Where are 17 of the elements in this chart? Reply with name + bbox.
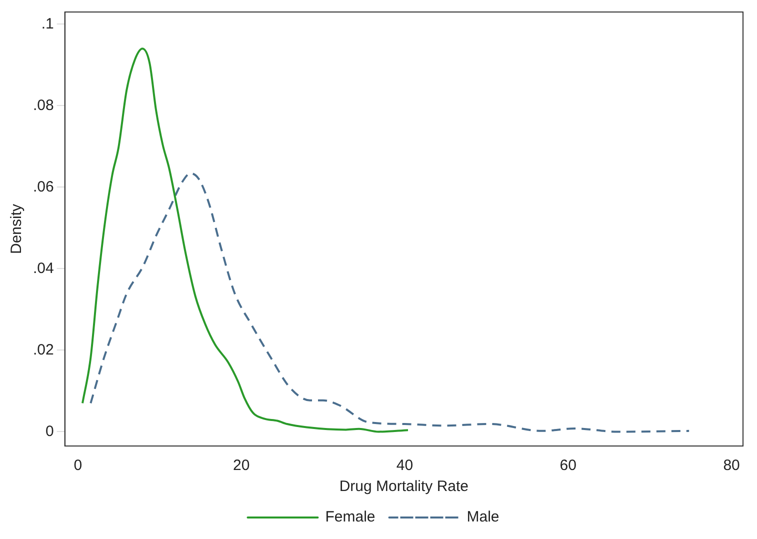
y-tick-label: 0 [46, 422, 54, 440]
y-axis-title: Density [8, 204, 26, 254]
y-tick-label: .06 [32, 178, 54, 196]
x-tick-label: 0 [74, 457, 82, 474]
y-tick-label: .1 [41, 15, 54, 32]
x-tick-label: 20 [232, 457, 250, 474]
y-tick-label: .02 [32, 341, 54, 358]
y-tick-label: .04 [32, 260, 54, 277]
x-tick-label: 60 [560, 457, 576, 474]
legend-label: Male [466, 508, 500, 526]
x-axis-title: Drug Mortality Rate [339, 478, 469, 496]
y-tick-label: .08 [32, 96, 54, 114]
legend-label: Female [325, 508, 376, 526]
x-tick-label: 80 [723, 457, 740, 474]
line-series [90, 172, 690, 433]
x-tick-label: 40 [396, 457, 414, 474]
line-series [82, 48, 410, 433]
